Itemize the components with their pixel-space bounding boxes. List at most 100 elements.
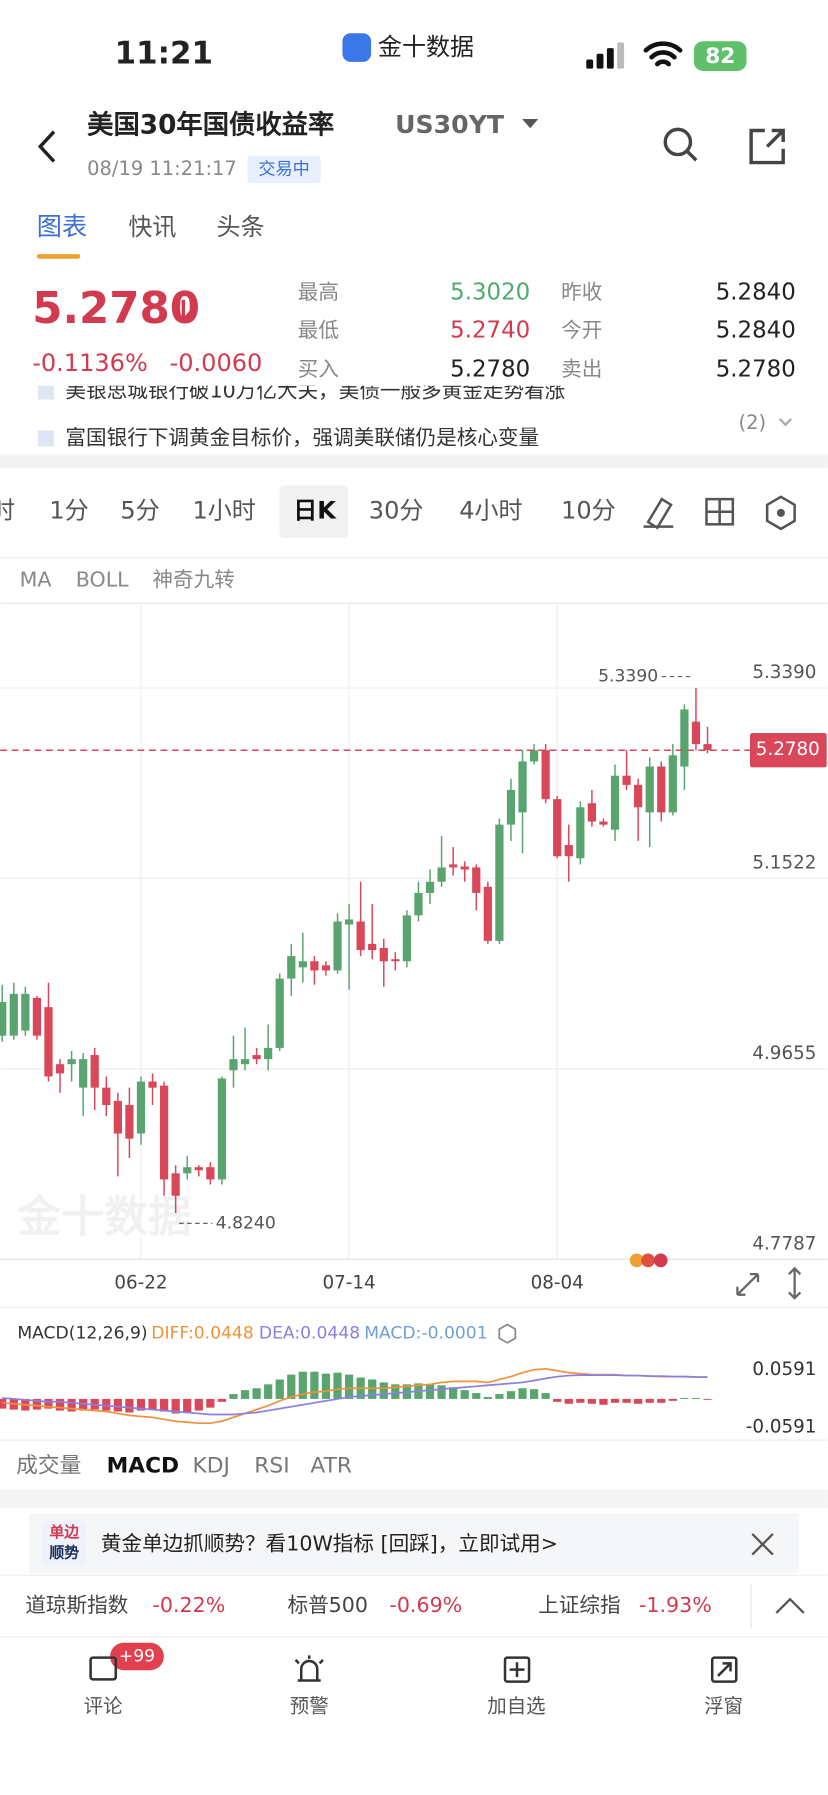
nav-label[interactable]: 预警 [290, 1694, 329, 1717]
indicator-tab[interactable]: RSI [254, 1453, 289, 1478]
legend-entry: DIFF:0.0448 [151, 1324, 253, 1344]
period-tab[interactable]: 30分 [369, 497, 424, 525]
nav-badge-text: +99 [119, 1646, 155, 1666]
indicator-tabs: 成交量 MACD KDJ RSI ATR [16, 1453, 352, 1478]
tab[interactable]: 头条 [217, 213, 265, 241]
stat-label: 买入 [298, 357, 339, 381]
indicator-tab[interactable]: KDJ [192, 1453, 229, 1478]
ticker-change[interactable]: -1.93% [639, 1593, 712, 1617]
stat-value: 5.2840 [716, 317, 796, 343]
candle-body [252, 1055, 261, 1060]
news-item[interactable]: 富国银行下调黄金目标价，强调美联储仍是核心变量 [65, 425, 539, 449]
banner[interactable] [28, 1513, 800, 1573]
macd-bar [691, 1397, 701, 1399]
nav-icon[interactable] [710, 1656, 738, 1683]
ticker-name[interactable]: 上证综指 [538, 1593, 620, 1617]
macd-bar [206, 1398, 215, 1408]
status-tag-text: 交易中 [258, 159, 309, 179]
app-icon [342, 33, 372, 62]
macd-bar [136, 1398, 146, 1411]
news-count[interactable]: (2) [739, 411, 767, 434]
tab[interactable]: 图表 [37, 212, 87, 241]
banner-badge-text: 顺势 [49, 1543, 79, 1561]
candle-body [483, 886, 492, 941]
share-icon[interactable] [749, 128, 785, 165]
macd-bar [437, 1385, 446, 1399]
dropdown-arrow[interactable] [522, 119, 539, 129]
macd-bar [703, 1398, 712, 1400]
indicator[interactable]: 神奇九转 [152, 567, 234, 591]
nav-label[interactable]: 加自选 [487, 1694, 545, 1717]
nav-label[interactable]: 浮窗 [704, 1694, 743, 1717]
instrument-title: 美国30年国债收益率 [87, 109, 334, 140]
macd-bar [310, 1371, 319, 1399]
stats: 最高 5.3020 昨收 5.2840 最低 5.2740 今开 5.2840 买入 5.2780… [298, 280, 796, 383]
indicator-tab[interactable]: 成交量 [16, 1453, 81, 1478]
nav-icon[interactable] [509, 1662, 525, 1678]
stat-label: 最高 [298, 280, 339, 304]
macd-bar [229, 1394, 238, 1399]
tab[interactable]: 快讯 [128, 213, 176, 241]
period-tab[interactable]: 10分 [561, 497, 616, 525]
period-tab[interactable]: 4小时 [459, 497, 522, 525]
scale-icon[interactable] [788, 1266, 802, 1300]
period-tab[interactable]: 1分 [49, 497, 88, 525]
candle-body [229, 1059, 238, 1071]
period-tab[interactable]: 时 [0, 497, 15, 525]
candle-body [529, 750, 539, 762]
macd-bar [333, 1372, 342, 1399]
layout-icon[interactable] [706, 499, 733, 525]
news-item[interactable]: 美银思城银行破10万亿大关，美债一般多黄金走势看涨 [65, 379, 565, 403]
macd-bar [0, 1398, 7, 1409]
banner-text[interactable]: 黄金单边抓顺势？看10W指标 [回踩]，立即试用> [101, 1531, 558, 1555]
macd-bar [171, 1398, 180, 1414]
macd-bar [541, 1393, 550, 1399]
candle-body [240, 1059, 250, 1065]
candle-body [564, 845, 573, 857]
nav-label[interactable]: 评论 [84, 1694, 123, 1717]
period-tab[interactable]: 1小时 [192, 497, 255, 525]
nav-icon[interactable] [717, 1662, 732, 1677]
back-button[interactable] [37, 130, 56, 163]
period-tab[interactable]: 5分 [120, 497, 159, 525]
settings-icon[interactable] [765, 495, 796, 531]
indicator[interactable]: BOLL [76, 567, 129, 591]
macd-bar [668, 1398, 677, 1401]
ticker-change[interactable]: -0.69% [389, 1593, 462, 1617]
indicator-tab[interactable]: MACD [107, 1453, 180, 1478]
ticker-name[interactable]: 道琼斯指数 [25, 1593, 128, 1617]
macd-bar [298, 1371, 307, 1399]
macd-settings-icon[interactable] [498, 1323, 517, 1344]
ticker-name[interactable]: 标普500 [288, 1593, 369, 1617]
banner-close[interactable] [751, 1533, 774, 1556]
indicator-tab[interactable]: ATR [310, 1453, 352, 1478]
macd-title: MACD(12,26,9) [17, 1324, 147, 1344]
indicator[interactable]: MA [20, 567, 52, 591]
nav-icon[interactable] [503, 1656, 531, 1683]
macd-bar [79, 1398, 88, 1411]
search-icon[interactable] [663, 127, 693, 157]
ticker-change[interactable]: -0.22% [152, 1593, 225, 1617]
draw-tool-icon[interactable] [643, 497, 674, 530]
period-tab[interactable]: 日K [293, 497, 337, 525]
candle-body [634, 784, 643, 808]
x-tick-label: 06-22 [114, 1272, 167, 1293]
ticker-expand[interactable] [775, 1597, 805, 1614]
nav-icon[interactable] [294, 1655, 324, 1682]
settings-icon[interactable] [776, 508, 785, 517]
search-icon[interactable] [685, 149, 698, 162]
candle-body [379, 947, 388, 962]
candle-body [0, 1002, 7, 1036]
expand-chevron[interactable] [778, 418, 793, 427]
chart: 4.7787 4.9655 5.1522 5.3390 06-22 07-14 08-04 5… [0, 603, 828, 1293]
stat-value: 5.2780 [716, 356, 796, 382]
x-tick-label: 08-04 [531, 1272, 584, 1293]
symbol-selector[interactable]: US30YT [395, 110, 505, 139]
candle-body [541, 750, 550, 800]
macd-bar [576, 1398, 585, 1403]
stat-value: 5.2780 [450, 356, 530, 382]
status-time: 11:21 [115, 35, 213, 71]
nav-icon[interactable] [89, 1656, 118, 1681]
legend-entry: MACD:-0.0001 [364, 1324, 487, 1344]
fullscreen-icon[interactable] [736, 1272, 760, 1296]
